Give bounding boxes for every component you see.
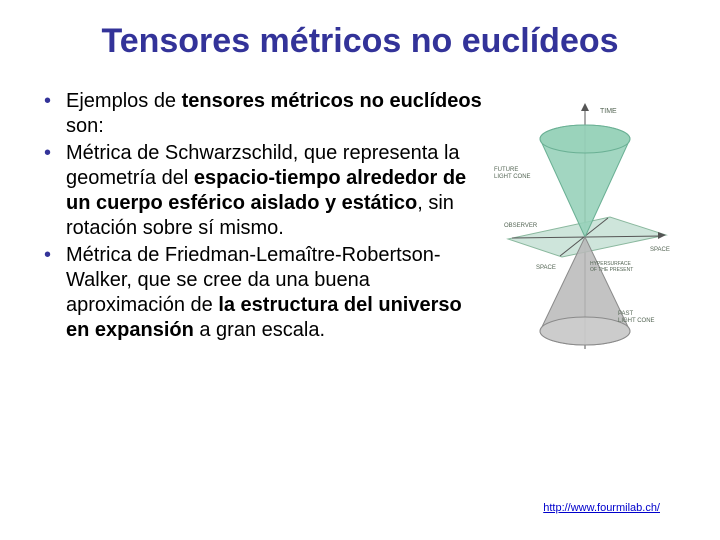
slide-title: Tensores métricos no euclídeos [40,22,680,61]
space-axis-1-arrow [658,232,666,239]
label-past: PAST LIGHT CONE [618,311,655,324]
light-cone-diagram: TIME FUTURE LIGHT CONE OBSERVER SPACE SP… [490,99,680,359]
content-row: Ejemplos de tensores métricos no euclíde… [40,89,680,359]
future-cone-top [540,125,630,153]
label-hypersurface: HYPERSURFACE OF THE PRESENT [590,261,633,273]
label-future: FUTURE LIGHT CONE [494,167,531,180]
bullet-text-post: son: [66,115,104,137]
bullet-item: Métrica de Schwarzschild, que representa… [40,141,482,241]
bullet-list: Ejemplos de tensores métricos no euclíde… [40,89,490,345]
bullet-item: Ejemplos de tensores métricos no euclíde… [40,89,482,139]
label-space-right: SPACE [650,247,670,253]
bullet-text-pre: Ejemplos de [66,90,182,112]
time-axis-arrow [581,103,589,111]
label-observer: OBSERVER [504,223,538,229]
label-space-left: SPACE [536,265,556,271]
bullet-text-post: a gran escala. [194,319,325,341]
past-cone-bottom [540,317,630,345]
credit-link[interactable]: http://www.fourmilab.ch/ [543,502,660,514]
bullet-item: Métrica de Friedman-Lemaître-Robertson-W… [40,243,482,343]
bullet-text-bold: tensores métricos no euclídeos [182,90,482,112]
label-time: TIME [600,108,617,115]
